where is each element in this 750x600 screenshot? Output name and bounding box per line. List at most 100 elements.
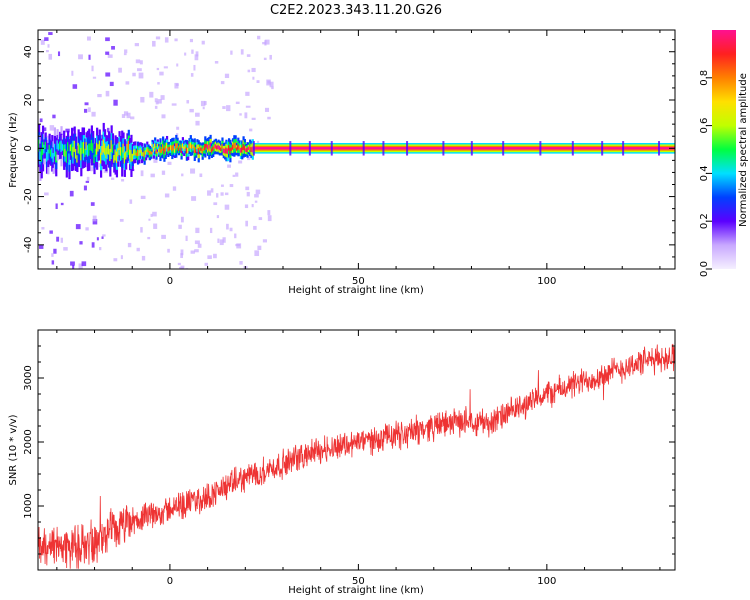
heatmap-cell (127, 140, 130, 150)
heatmap-cell (220, 192, 224, 196)
heatmap-cell (188, 143, 191, 149)
heatmap-cell (237, 144, 240, 150)
heatmap-cell (70, 143, 74, 156)
heatmap-cell (85, 180, 90, 183)
heatmap-cell (146, 147, 149, 152)
heatmap-cell (235, 172, 239, 177)
heatmap-cell (142, 152, 145, 157)
heatmap-cell (168, 146, 171, 151)
heatmap-cell (244, 204, 249, 209)
heatmap-cell (148, 151, 152, 156)
heatmap-cell (179, 144, 182, 149)
heatmap-cell (49, 230, 53, 234)
heatmap-cell (67, 142, 70, 152)
heatmap-cell (107, 54, 113, 58)
snr-series-line (38, 343, 675, 569)
heatmap-cell (202, 147, 206, 151)
heatmap-cell (189, 38, 193, 43)
heatmap-cell (138, 72, 144, 79)
heatmap-cell (250, 147, 253, 152)
heatmap-cell (105, 90, 110, 97)
heatmap-cell (52, 114, 56, 119)
heatmap-cell (164, 193, 170, 198)
heatmap-cell (135, 152, 138, 156)
heatmap-cell (39, 244, 44, 249)
heatmap-cell (165, 142, 169, 149)
heatmap-cell (238, 160, 243, 164)
heatmap-cell (102, 139, 105, 153)
heatmap-cell (249, 128, 253, 132)
heatmap-cell (143, 151, 146, 158)
heatmap-cell (102, 234, 106, 237)
heatmap-cell (118, 141, 121, 150)
heatmap-cell (60, 140, 63, 152)
heatmap-cell (151, 144, 154, 148)
heatmap-cell (136, 247, 140, 252)
heatmap-cell (150, 173, 155, 178)
heatmap-cell (93, 154, 96, 164)
heatmap-cell (91, 242, 95, 248)
heatmap-cell (155, 36, 161, 40)
heatmap-cell (70, 261, 75, 266)
heatmap-cell (208, 144, 211, 152)
heatmap-cell (114, 149, 117, 161)
heatmap-cell (262, 41, 266, 45)
heatmap-cell (194, 54, 199, 61)
heatmap-cell (123, 152, 126, 164)
heatmap-cell (227, 145, 231, 151)
heatmap-cell (207, 190, 212, 196)
heatmap-cell (85, 227, 89, 231)
heatmap-cell (571, 141, 574, 156)
heatmap-cell (230, 147, 233, 151)
heatmap-cell (173, 148, 177, 153)
heatmap-cell (217, 238, 220, 243)
heatmap-cell (200, 100, 206, 107)
heatmap-cell (229, 227, 233, 232)
heatmap-cell (130, 116, 135, 120)
heatmap-cell (180, 216, 184, 223)
heatmap-cell (161, 234, 166, 239)
heatmap-cell (56, 236, 60, 242)
heatmap-cell (269, 81, 274, 88)
heatmap-cell (85, 142, 88, 150)
heatmap-cell (72, 265, 75, 269)
heatmap-cell (154, 143, 157, 149)
heatmap-cell (74, 148, 78, 159)
heatmap-cell (184, 52, 187, 56)
heatmap-cell (139, 148, 142, 153)
heatmap-cell (44, 192, 49, 196)
heatmap-cell (101, 236, 104, 239)
heatmap-cell (201, 148, 204, 154)
heatmap-cell (111, 144, 115, 154)
heatmap-cell (194, 249, 199, 253)
heatmap-cell (222, 141, 227, 144)
heatmap-cell (80, 147, 83, 161)
heatmap-cell (140, 96, 145, 103)
colorbar-label: Normalized spectral amplitude (738, 73, 749, 227)
snr-y-label: SNR (10 * v/v) (8, 414, 19, 485)
heatmap-cell (194, 240, 200, 245)
heatmap-cell (92, 143, 95, 153)
heatmap-cell (213, 253, 217, 259)
heatmap-cell (138, 150, 141, 156)
heatmap-cell (192, 144, 195, 149)
heatmap-cell (65, 150, 68, 163)
heatmap-cell (254, 200, 258, 203)
heatmap-cell (204, 143, 207, 150)
heatmap-cell (55, 151, 58, 163)
colorbar-tick-label: 0.6 (699, 118, 710, 134)
heatmap-cell (172, 144, 175, 151)
heatmap-cell (191, 144, 194, 150)
heatmap-cell (71, 70, 74, 76)
heatmap-cell (101, 146, 104, 155)
heatmap-cell (72, 84, 78, 89)
heatmap-cell (81, 142, 84, 154)
heatmap-cell (100, 152, 103, 164)
heatmap-cell (87, 107, 91, 113)
colorbar: 0.0 0.2 0.4 0.6 0.8 Normalized spectral ampl… (699, 30, 749, 277)
heatmap-cell (136, 149, 140, 157)
heatmap-cell (121, 179, 125, 182)
heatmap-cell (64, 149, 67, 157)
heatmap-cell (262, 239, 267, 243)
heatmap-cell (152, 40, 156, 47)
